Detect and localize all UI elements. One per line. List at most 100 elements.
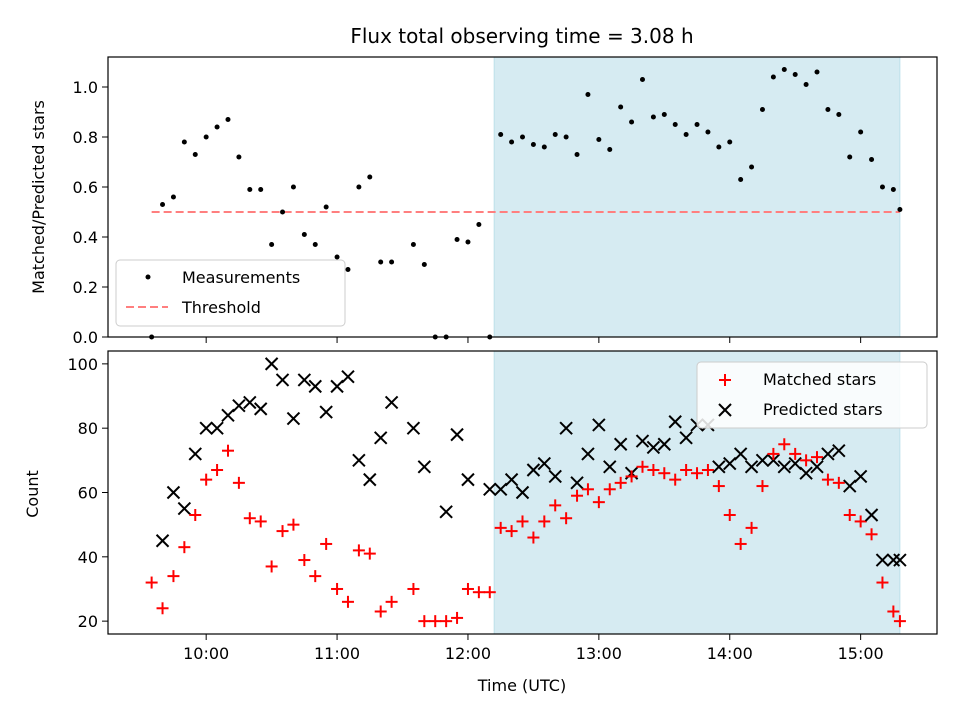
predicted-star-point	[286, 411, 301, 426]
matched-star-point	[505, 525, 518, 538]
measurement-point	[869, 157, 875, 162]
measurement-point	[498, 132, 504, 137]
predicted-star-point	[712, 460, 726, 474]
matched-star-point	[592, 496, 605, 509]
predicted-star-point	[581, 447, 595, 461]
matched-star-point	[287, 518, 300, 531]
matched-star-point	[723, 509, 736, 522]
matched-star-point	[811, 451, 824, 464]
top-y-tick-label: 0.4	[73, 228, 98, 247]
predicted-star-point	[723, 456, 737, 471]
matched-star-point	[712, 480, 725, 493]
predicted-star-point	[417, 460, 432, 474]
matched-star-point	[734, 537, 747, 550]
matched-star-point	[232, 476, 245, 489]
matched-star-point	[756, 480, 769, 493]
measurement-point	[509, 139, 515, 145]
matched-star-point	[854, 515, 867, 528]
top-y-tick-label: 0.6	[73, 178, 98, 197]
matched-star-point	[549, 499, 562, 512]
predicted-star-point	[330, 379, 344, 394]
matched-star-point	[767, 447, 780, 460]
measurement-point	[312, 242, 318, 247]
bottom-legend-box	[696, 361, 928, 429]
bottom-y-tick-label: 60	[78, 484, 98, 503]
measurement-point	[192, 152, 198, 157]
measurement-point	[661, 112, 667, 117]
x-tick-label: 11:00	[314, 644, 360, 663]
matched-star-point	[407, 582, 420, 595]
matched-star-point	[603, 483, 616, 496]
measurement-point	[552, 132, 558, 137]
legend-marker-measurements	[145, 274, 151, 280]
measurement-point	[585, 92, 591, 97]
matched-star-point	[745, 521, 758, 534]
matched-star-point	[843, 509, 856, 522]
measurement-point	[356, 184, 362, 190]
matched-star-point	[156, 602, 169, 615]
predicted-star-point	[254, 402, 268, 416]
matched-star-point	[527, 531, 540, 544]
matched-star-point	[254, 515, 267, 528]
measurement-point	[803, 82, 809, 87]
predicted-star-point	[646, 440, 661, 455]
measurement-point	[520, 134, 525, 140]
x-tick-label: 13:00	[576, 644, 622, 663]
legend-label-threshold: Threshold	[181, 298, 261, 317]
measurement-point	[738, 177, 744, 182]
predicted-star-point	[504, 472, 519, 487]
matched-star-point	[636, 460, 649, 473]
matched-star-point	[483, 586, 496, 599]
bottom-y-axis: 20 40 60 80 100	[67, 355, 108, 631]
measurement-point	[897, 207, 903, 212]
predicted-star-point	[199, 421, 213, 435]
legend-label-matched: Matched stars	[763, 370, 876, 389]
bottom-y-tick-label: 80	[78, 419, 98, 438]
predicted-star-point	[210, 421, 224, 435]
measurement-point	[890, 187, 896, 192]
matched-star-point	[352, 544, 365, 557]
measurement-point	[814, 69, 820, 75]
measurement-point	[563, 134, 569, 140]
measurement-point	[574, 152, 580, 157]
predicted-star-point	[232, 398, 246, 413]
measurement-point	[367, 174, 373, 180]
matched-star-point	[865, 528, 878, 541]
measurement-point	[716, 144, 722, 150]
matched-star-point	[701, 463, 714, 476]
top-legend: Measurements Threshold	[115, 259, 346, 327]
predicted-star-point	[526, 463, 541, 477]
predicted-star-point	[893, 553, 907, 567]
measurement-point	[847, 154, 853, 160]
matched-star-point	[472, 586, 485, 599]
predicted-star-point	[733, 447, 748, 461]
predicted-star-point	[221, 408, 235, 423]
matched-star-point	[167, 570, 180, 583]
matched-star-point	[560, 512, 573, 525]
measurement-point	[749, 164, 755, 170]
matched-star-point	[680, 463, 693, 476]
predicted-star-point	[363, 472, 377, 487]
matched-star-point	[418, 615, 431, 628]
predicted-star-point	[341, 370, 355, 384]
measurement-point	[596, 137, 602, 142]
matched-star-point	[571, 489, 584, 502]
matched-star-point	[669, 473, 682, 486]
measurement-point	[825, 107, 831, 112]
top-y-axis-label: Matched/Predicted stars	[29, 100, 48, 294]
bottom-y-tick-label: 100	[67, 355, 98, 374]
predicted-star-point	[843, 479, 857, 493]
predicted-star-point	[788, 456, 802, 471]
measurement-point	[836, 112, 842, 117]
predicted-star-point	[461, 472, 475, 487]
bottom-legend: Matched stars Predicted stars	[696, 361, 928, 429]
matched-star-point	[821, 473, 834, 486]
predicted-star-point	[657, 437, 672, 451]
measurement-point	[421, 262, 427, 267]
matched-star-point	[341, 595, 354, 608]
matched-star-point	[309, 570, 322, 583]
legend-label-measurements: Measurements	[182, 268, 300, 287]
matched-star-point	[893, 615, 906, 628]
predicted-star-point	[384, 395, 399, 410]
measurement-point	[214, 124, 220, 130]
